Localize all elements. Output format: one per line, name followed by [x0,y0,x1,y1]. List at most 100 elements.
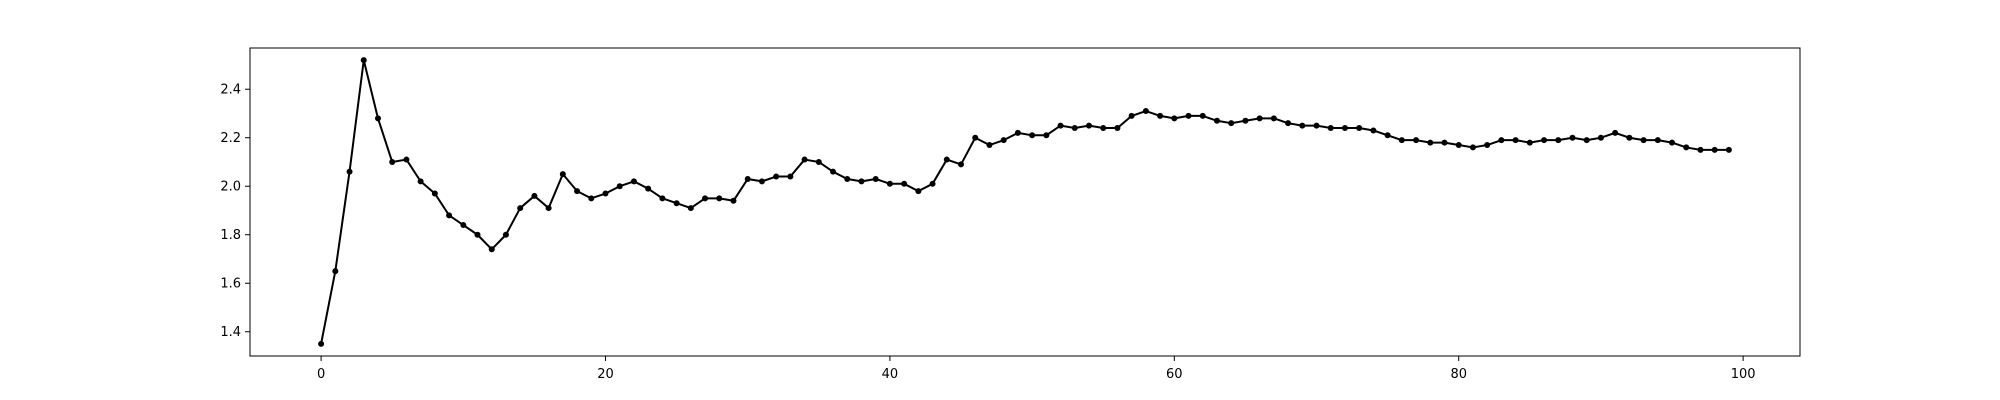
y-tick-label: 1.4 [220,325,241,340]
data-point [1370,127,1377,134]
data-point [318,340,325,347]
data-point [773,173,780,180]
data-point [1114,125,1121,132]
data-point [1256,115,1263,122]
data-point [659,195,666,202]
data-point [1427,139,1434,146]
data-point [1413,137,1420,144]
data-point [1498,137,1505,144]
data-point [787,173,794,180]
data-point [1469,144,1476,151]
y-tick-label: 2.0 [220,180,241,195]
data-point [1285,120,1292,127]
data-point [758,178,765,185]
data-point [1157,112,1164,119]
data-point [1313,122,1320,129]
x-tick-label: 20 [597,367,614,382]
data-point [559,171,566,178]
data-point [403,156,410,163]
data-point [517,205,524,212]
data-point [1071,125,1078,132]
data-point [1014,129,1021,136]
y-tick-label: 1.6 [220,277,241,292]
data-point [858,178,865,185]
data-point [815,158,822,165]
data-point [1455,142,1462,149]
data-point [602,190,609,197]
data-point [1654,137,1661,144]
plot-frame [249,47,1801,357]
data-point [1142,108,1149,115]
data-point [1711,146,1718,153]
data-point [474,231,481,238]
data-point [1213,117,1220,124]
data-point [389,158,396,165]
data-point [1029,132,1036,139]
data-point [431,190,438,197]
data-point [574,188,581,195]
data-point [417,178,424,185]
data-point [830,168,837,175]
data-point [1043,132,1050,139]
data-point [488,246,495,253]
data-point [1242,117,1249,124]
data-point [1057,122,1064,129]
data-point [1299,122,1306,129]
data-point [1384,132,1391,139]
data-point [1526,139,1533,146]
data-point [1597,134,1604,141]
data-point [1199,112,1206,119]
data-point [844,175,851,182]
data-point [972,134,979,141]
data-point [1612,129,1619,136]
data-point [716,195,723,202]
data-point [1512,137,1519,144]
x-tick-label: 80 [1450,367,1467,382]
x-tick-label: 40 [882,367,899,382]
data-point [1640,137,1647,144]
data-point [332,268,339,275]
data-point [943,156,950,163]
data-point [1228,120,1235,127]
data-point [502,231,509,238]
data-point [687,205,694,212]
data-point [730,197,737,204]
data-point [901,180,908,187]
data-point [1085,122,1092,129]
y-tick-label: 2.4 [220,83,241,98]
data-point [1626,134,1633,141]
data-point [801,156,808,163]
data-point [588,195,595,202]
data-point [1128,112,1135,119]
data-point [673,200,680,207]
x-tick-label: 100 [1731,367,1756,382]
y-tick-label: 1.8 [220,228,241,243]
series-layer [318,57,1732,347]
data-point [1270,115,1277,122]
data-point [1683,144,1690,151]
data-point [346,168,353,175]
data-point [929,180,936,187]
data-point [886,180,893,187]
data-point [1185,112,1192,119]
series-line [320,59,1729,345]
data-point [1697,146,1704,153]
data-point [1327,125,1334,132]
data-point [1583,137,1590,144]
data-point [1669,139,1676,146]
data-point [1356,125,1363,132]
data-point [1100,125,1107,132]
data-point [1725,146,1732,153]
data-point [872,175,879,182]
data-point [1341,125,1348,132]
y-tick-label: 2.2 [220,131,241,146]
data-point [986,142,993,149]
data-point [1000,137,1007,144]
data-point [1171,115,1178,122]
data-point [645,185,652,192]
data-point [1484,142,1491,149]
data-point [744,175,751,182]
data-point [1555,137,1562,144]
data-point [1441,139,1448,146]
